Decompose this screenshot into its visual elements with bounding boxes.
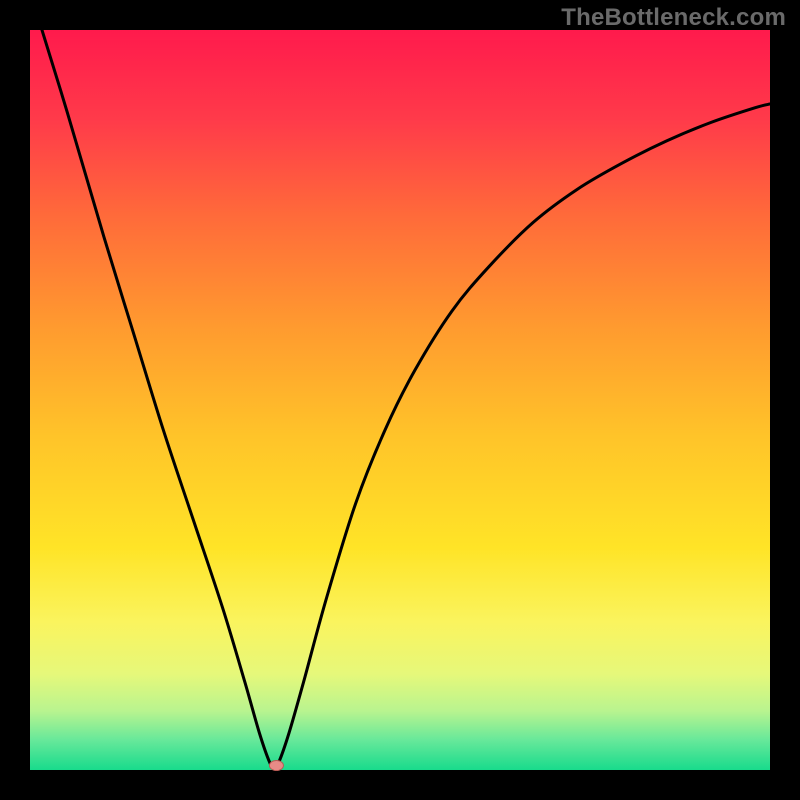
chart-container: TheBottleneck.com — [0, 0, 800, 800]
watermark-text: TheBottleneck.com — [561, 4, 786, 32]
optimal-point-marker — [269, 761, 283, 771]
bottleneck-curve-chart — [0, 0, 800, 800]
